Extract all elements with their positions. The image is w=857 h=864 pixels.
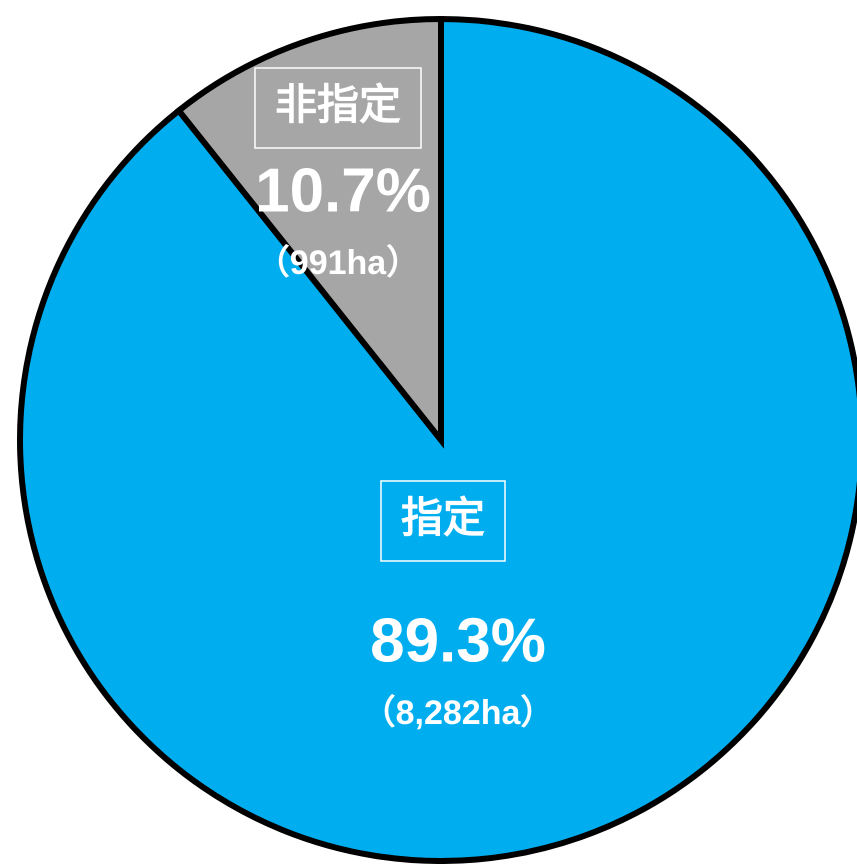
pie-slice (174, 15, 444, 449)
category-box (254, 67, 422, 149)
value-label: 10.7% (255, 156, 431, 225)
category-label: 指定 (401, 494, 485, 541)
area-label: （8,282ha） (362, 693, 555, 732)
value-label: 89.3% (370, 606, 546, 675)
category-box (380, 480, 506, 562)
area-label: （991ha） (256, 243, 420, 282)
category-label: 非指定 (275, 81, 401, 128)
